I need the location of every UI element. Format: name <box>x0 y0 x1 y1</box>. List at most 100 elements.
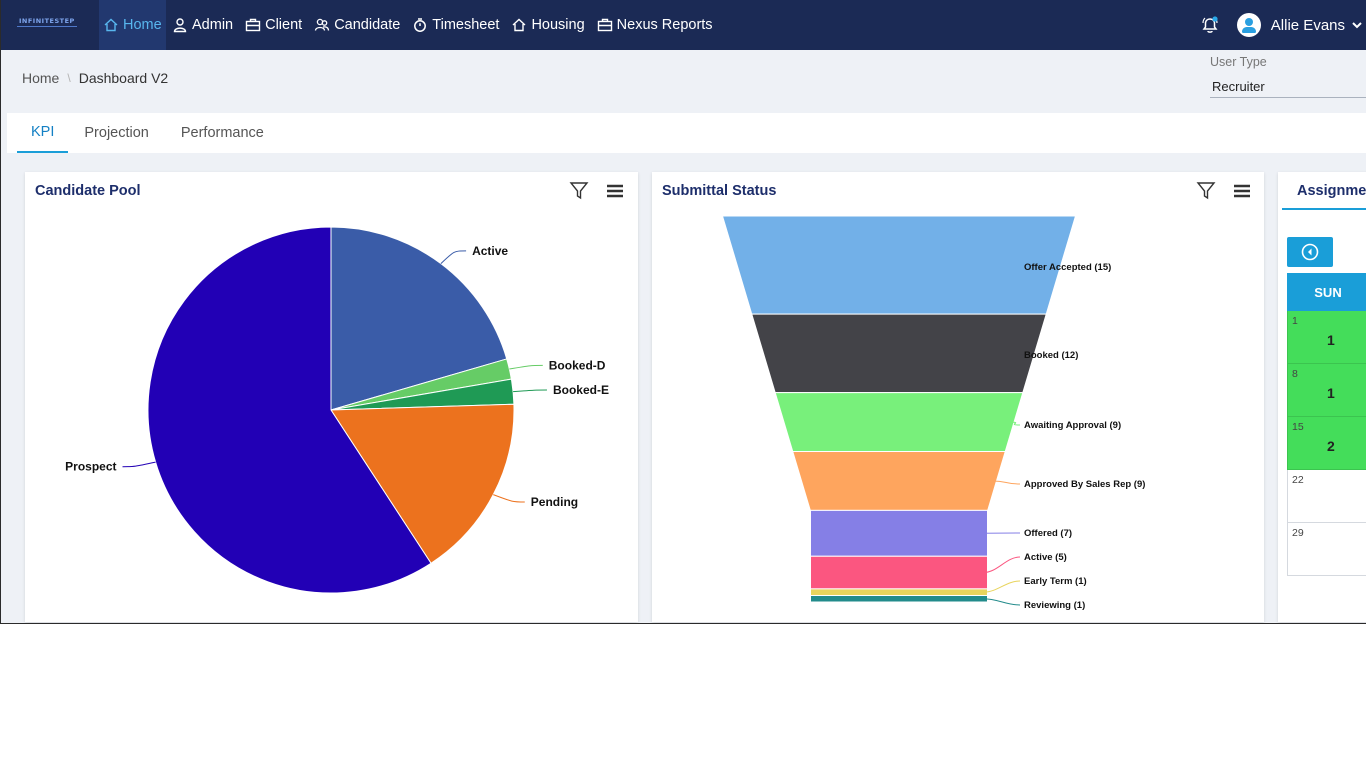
nav-label-timesheet: Timesheet <box>432 17 500 33</box>
submittal-status-tools <box>1195 180 1253 202</box>
funnel-label: Early Term (1) <box>1024 576 1087 587</box>
funnel-connector <box>1010 421 1021 426</box>
pie-slice-active[interactable] <box>330 226 508 411</box>
funnel-stage[interactable] <box>810 555 988 590</box>
calendar-date: 8 <box>1292 368 1298 380</box>
nav-label-housing: Housing <box>531 17 585 33</box>
pie-slice-prospect[interactable] <box>147 226 432 594</box>
funnel-stage[interactable] <box>792 451 1006 511</box>
calendar-count: 1 <box>1327 332 1335 348</box>
nav-item-housing[interactable]: Housing <box>505 0 590 50</box>
brand-logo[interactable]: INFINITESTEP <box>17 17 77 30</box>
funnel-label: Offered (7) <box>1024 528 1072 539</box>
menu-icon[interactable] <box>604 180 626 202</box>
pie-label-booked-d: Booked-D <box>549 358 606 372</box>
user-type-label: User Type <box>1210 55 1267 69</box>
tab-projection[interactable]: Projection <box>84 125 149 141</box>
user-type-select[interactable]: Recruiter <box>1210 76 1366 98</box>
nav-item-nexus-reports[interactable]: Nexus Reports <box>591 0 719 50</box>
funnel-label: Active (5) <box>1024 552 1067 563</box>
pie-connector <box>509 364 543 370</box>
submittal-status-title: Submittal Status <box>662 183 777 199</box>
funnel-connector <box>1019 264 1057 268</box>
nav-item-candidate[interactable]: Candidate <box>308 0 406 50</box>
breadcrumb-separator: \ <box>67 71 71 85</box>
pie-connector <box>122 461 156 468</box>
home-icon <box>104 18 118 32</box>
calendar-date: 15 <box>1292 421 1304 433</box>
calendar-cell[interactable]: 8 1 <box>1287 364 1366 417</box>
user-name[interactable]: Allie Evans <box>1270 16 1345 34</box>
funnel-label: Approved By Sales Rep (9) <box>1024 479 1145 490</box>
pie-slice-pending[interactable] <box>330 403 515 564</box>
menu-icon[interactable] <box>1231 180 1253 202</box>
tab-kpi[interactable]: KPI <box>17 113 69 153</box>
submittal-status-panel: Offer Accepted (15) Booked (12) Awaiting A… <box>652 172 1264 622</box>
filter-icon[interactable] <box>568 180 590 202</box>
calendar-date: 22 <box>1292 474 1304 486</box>
candidate-pool-chart: Active Booked-D Booked-E Pending Prospect <box>65 226 609 594</box>
assignments-tab[interactable]: Assignments <box>1282 172 1366 210</box>
notification-bell-icon[interactable] <box>1199 14 1221 36</box>
calendar-count: 2 <box>1327 438 1335 454</box>
user-icon <box>173 18 187 33</box>
stopwatch-icon <box>414 18 427 32</box>
candidate-pool-tools <box>568 180 626 202</box>
dashboard-tabs: KPI Projection Performance <box>7 113 1366 153</box>
calendar-date: 1 <box>1292 315 1298 327</box>
nav-label-admin: Admin <box>192 17 234 33</box>
calendar-count: 1 <box>1327 385 1335 401</box>
users-icon <box>315 18 330 31</box>
funnel-stage[interactable] <box>751 313 1047 394</box>
funnel-connector <box>983 580 1021 593</box>
pie-label-prospect: Prospect <box>65 460 116 474</box>
funnel-connector <box>1019 352 1031 356</box>
nav-item-timesheet[interactable]: Timesheet <box>406 0 505 50</box>
funnel-label: Booked (12) <box>1024 350 1078 361</box>
funnel-stage[interactable] <box>809 509 989 557</box>
nav-label-nexus-reports: Nexus Reports <box>616 17 713 33</box>
funnel-label: Reviewing (1) <box>1024 600 1085 611</box>
pie-connector <box>493 494 525 503</box>
chevron-down-icon[interactable] <box>1351 19 1363 31</box>
nav-label-home: Home <box>123 17 162 33</box>
calendar-cell[interactable]: 15 2 <box>1287 417 1366 470</box>
funnel-stage[interactable] <box>810 594 988 603</box>
candidate-pool-panel: Active Booked-D Booked-E Pending Prospect Ca… <box>25 172 638 622</box>
breadcrumb-home[interactable]: Home <box>22 70 60 86</box>
calendar-prev-button[interactable] <box>1287 237 1333 267</box>
funnel-label: Awaiting Approval (9) <box>1024 420 1121 431</box>
breadcrumb-current: Dashboard V2 <box>78 70 169 86</box>
nav-label-client: Client <box>265 17 303 33</box>
tab-performance[interactable]: Performance <box>180 125 264 141</box>
calendar-cell[interactable]: 29 <box>1287 523 1366 576</box>
breadcrumb: Home \ Dashboard V2 <box>22 70 168 86</box>
funnel-connector <box>983 556 1021 574</box>
funnel-connector <box>992 480 1021 485</box>
logo-text: INFINITESTEP <box>19 17 75 25</box>
briefcase-icon <box>245 18 261 32</box>
nav-item-client[interactable]: Client <box>239 0 308 50</box>
pie-label-booked-e: Booked-E <box>553 383 609 397</box>
funnel-stage[interactable] <box>810 588 988 596</box>
home-icon <box>512 18 526 32</box>
funnel-stage[interactable] <box>774 392 1024 453</box>
calendar-date: 29 <box>1292 527 1304 539</box>
nav-item-admin[interactable]: Admin <box>166 0 239 50</box>
app-window: INFINITESTEP Home Admin Client Candidate <box>0 0 1366 624</box>
funnel-stage[interactable] <box>721 215 1077 315</box>
pie-connector <box>440 250 467 265</box>
user-area: Allie Evans <box>1199 0 1366 50</box>
main-menu: Home Admin Client Candidate Timesheet Ho… <box>99 0 719 50</box>
candidate-pool-title: Candidate Pool <box>35 183 141 199</box>
funnel-connector <box>983 598 1021 606</box>
chevron-left-circle-icon <box>1301 243 1319 261</box>
nav-item-home[interactable]: Home <box>99 0 166 50</box>
user-avatar[interactable] <box>1236 13 1261 37</box>
calendar-cell[interactable]: 22 <box>1287 470 1366 523</box>
calendar-day-header: SUN <box>1287 273 1366 311</box>
filter-icon[interactable] <box>1195 180 1217 202</box>
calendar-cell[interactable]: 1 1 <box>1287 311 1366 364</box>
pie-connector <box>513 389 547 393</box>
nav-label-candidate: Candidate <box>334 17 401 33</box>
